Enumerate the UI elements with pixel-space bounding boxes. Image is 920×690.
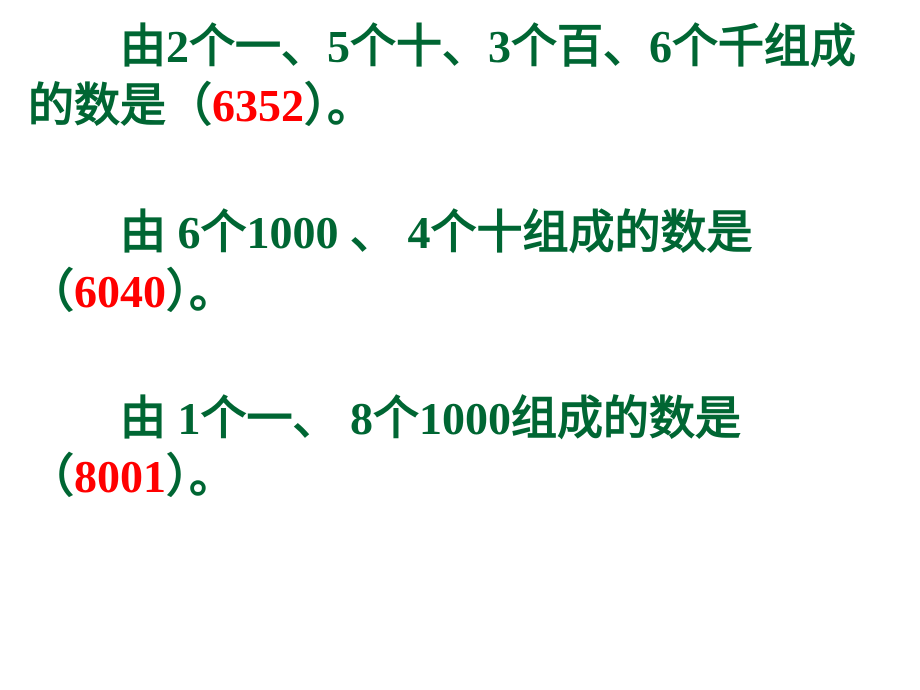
- problem-2-post: ）。: [166, 266, 235, 317]
- problem-2: 由 6个1000 、 4个十组成的数是（6040）。: [28, 204, 892, 322]
- problem-1-pre: 由2个一、5个十、3个百、6个千组成的数是（: [28, 21, 856, 131]
- problem-3-post: ）。: [166, 451, 235, 502]
- problem-1-post: ）。: [304, 80, 373, 131]
- problem-1: 由2个一、5个十、3个百、6个千组成的数是（6352）。: [28, 18, 892, 136]
- problem-3-answer: 8001: [74, 451, 166, 502]
- problem-1-answer: 6352: [212, 80, 304, 131]
- problem-2-answer: 6040: [74, 266, 166, 317]
- problem-3: 由 1个一、 8个1000组成的数是（8001）。: [28, 390, 892, 508]
- page-content: 由2个一、5个十、3个百、6个千组成的数是（6352）。 由 6个1000 、 …: [0, 0, 920, 690]
